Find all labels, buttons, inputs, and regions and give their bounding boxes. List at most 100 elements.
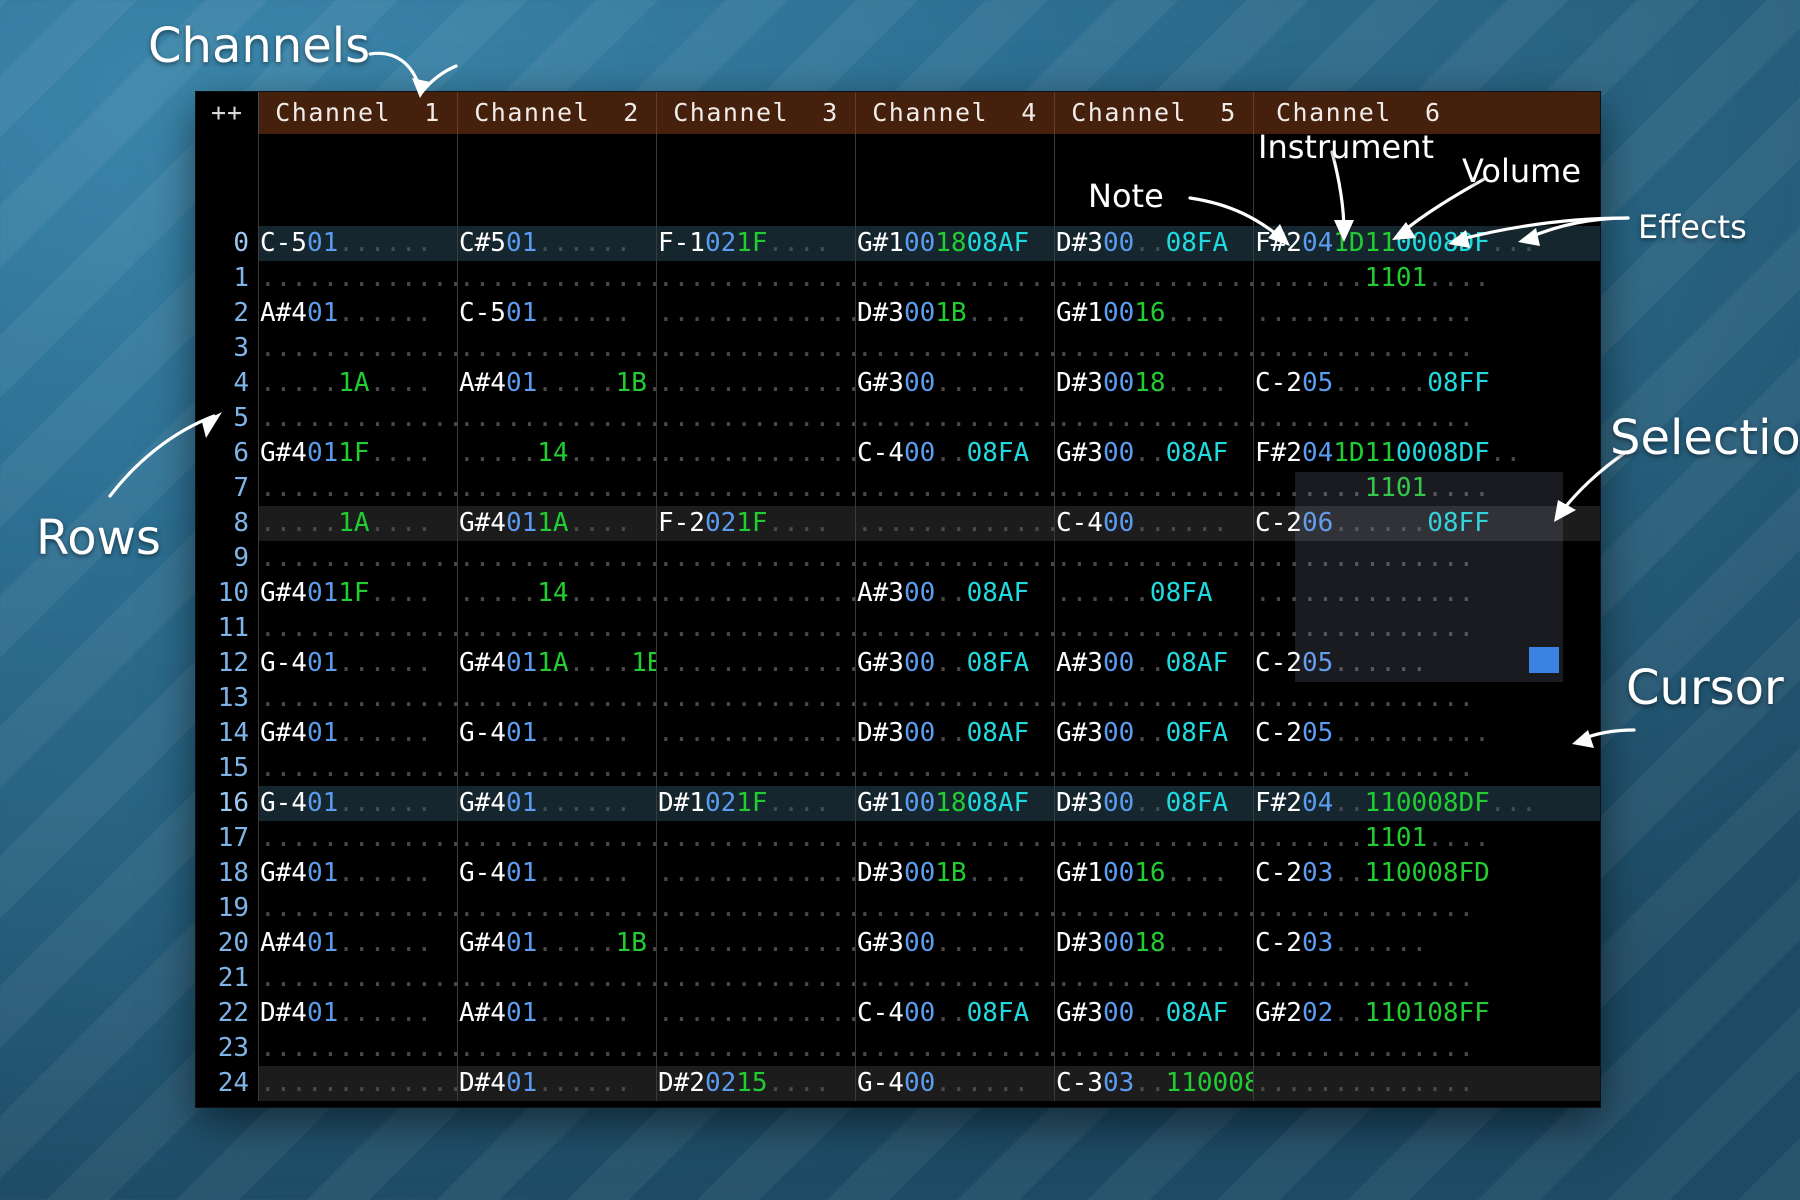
pattern-cell-ch2[interactable]: .............. [458, 821, 657, 856]
pattern-cell-ch6[interactable]: .............. [1254, 891, 1600, 926]
pattern-cell-ch6[interactable]: .............. [1254, 401, 1600, 436]
channel-header-3[interactable]: Channel 3 [657, 92, 856, 134]
pattern-cell-ch1[interactable]: D#401...... [259, 996, 458, 1031]
pattern-cell-ch6[interactable]: C-203...... [1254, 926, 1600, 961]
channel-header-2[interactable]: Channel 2 [458, 92, 657, 134]
pattern-cell-ch4[interactable]: .............. [856, 961, 1055, 996]
pattern-cell-ch4[interactable]: .............. [856, 891, 1055, 926]
pattern-cell-ch3[interactable]: .............. [657, 716, 856, 751]
pattern-cell-ch1[interactable]: .............. [259, 541, 458, 576]
pattern-cell-ch6[interactable]: .......1101.... [1254, 471, 1600, 506]
pattern-cell-ch6[interactable]: C-205......08FF [1254, 366, 1600, 401]
pattern-cell-ch4[interactable]: .............. [856, 471, 1055, 506]
pattern-cell-ch1[interactable]: .....1A.... [259, 506, 458, 541]
pattern-cell-ch4[interactable]: D#3001B.... [856, 296, 1055, 331]
pattern-cell-ch6[interactable]: .............. [1254, 1066, 1600, 1101]
pattern-cell-ch5[interactable]: D#300..08FA [1055, 786, 1254, 821]
pattern-cell-ch3[interactable]: .............. [657, 576, 856, 611]
pattern-cell-ch1[interactable]: .............. [259, 401, 458, 436]
pattern-cell-ch5[interactable]: G#10016.... [1055, 296, 1254, 331]
pattern-cell-ch3[interactable]: .............. [657, 611, 856, 646]
pattern-cell-ch3[interactable]: .............. [657, 961, 856, 996]
pattern-cell-ch3[interactable]: F-1021F.... [657, 226, 856, 261]
pattern-cell-ch4[interactable]: .............. [856, 1031, 1055, 1066]
pattern-cell-ch2[interactable]: .....14...... [458, 576, 657, 611]
pattern-cell-ch6[interactable]: .............. [1254, 751, 1600, 786]
pattern-cell-ch4[interactable]: .............. [856, 506, 1055, 541]
pattern-cell-ch4[interactable]: G#300...... [856, 366, 1055, 401]
pattern-cell-ch2[interactable]: G-401...... [458, 716, 657, 751]
pattern-cell-ch1[interactable]: .............. [259, 681, 458, 716]
pattern-cell-ch6[interactable]: .............. [1254, 576, 1600, 611]
pattern-cell-ch4[interactable]: .............. [856, 751, 1055, 786]
pattern-cell-ch5[interactable]: ......08FA [1055, 576, 1254, 611]
pattern-cell-ch5[interactable]: D#300..08FA [1055, 226, 1254, 261]
pattern-row[interactable]: 16 G-401...... G#401...... D#1021F.... G#100… [196, 786, 1600, 821]
pattern-cell-ch1[interactable]: G-401...... [259, 786, 458, 821]
pattern-row[interactable]: 3.......................................… [196, 331, 1600, 366]
pattern-cell-ch3[interactable]: .............. [657, 331, 856, 366]
pattern-cell-ch6[interactable]: .............. [1254, 296, 1600, 331]
pattern-cell-ch5[interactable]: C-400...... [1055, 506, 1254, 541]
pattern-cell-ch1[interactable]: G#4011F.... [259, 436, 458, 471]
pattern-row[interactable]: 2 A#401...... C-501.................... D#3… [196, 296, 1600, 331]
pattern-cell-ch1[interactable]: .............. [259, 821, 458, 856]
pattern-cell-ch3[interactable]: .............. [657, 436, 856, 471]
pattern-cell-ch1[interactable]: G#4011F.... [259, 576, 458, 611]
pattern-row[interactable]: 9.......................................… [196, 541, 1600, 576]
pattern-cell-ch4[interactable]: G#300...... [856, 926, 1055, 961]
pattern-cell-ch4[interactable]: D#3001B.... [856, 856, 1055, 891]
pattern-cell-ch5[interactable]: .............. [1055, 331, 1254, 366]
pattern-cell-ch5[interactable]: .............. [1055, 261, 1254, 296]
pattern-cell-ch3[interactable]: .............. [657, 471, 856, 506]
pattern-cell-ch2[interactable]: .............. [458, 891, 657, 926]
pattern-row[interactable]: 19......................................… [196, 891, 1600, 926]
pattern-cell-ch3[interactable]: .............. [657, 681, 856, 716]
pattern-cell-ch2[interactable]: .............. [458, 611, 657, 646]
pattern-cell-ch5[interactable]: D#30018.... [1055, 366, 1254, 401]
pattern-cell-ch6[interactable]: .............. [1254, 541, 1600, 576]
pattern-cell-ch3[interactable]: .............. [657, 261, 856, 296]
pattern-cell-ch4[interactable]: G#1001808AF [856, 786, 1055, 821]
pattern-cell-ch2[interactable]: .............. [458, 541, 657, 576]
pattern-cell-ch2[interactable]: .............. [458, 961, 657, 996]
pattern-cell-ch3[interactable]: .............. [657, 821, 856, 856]
pattern-cell-ch3[interactable]: D#1021F.... [657, 786, 856, 821]
pattern-cell-ch2[interactable]: .............. [458, 681, 657, 716]
pattern-cell-ch6[interactable]: .......1101.... [1254, 261, 1600, 296]
pattern-cell-ch1[interactable]: .............. [259, 751, 458, 786]
pattern-row[interactable]: 8 .....1A.... G#4011A.... F-2021F..........… [196, 506, 1600, 541]
pattern-row[interactable]: 20A#401......G#401.....1B...............… [196, 926, 1600, 961]
pattern-cell-ch3[interactable]: .............. [657, 996, 856, 1031]
pattern-cell-ch3[interactable]: .............. [657, 926, 856, 961]
pattern-row[interactable]: 10 G#4011F.... .....14....................… [196, 576, 1600, 611]
channel-header-5[interactable]: Channel 5 [1055, 92, 1254, 134]
pattern-cell-ch1[interactable]: .............. [259, 471, 458, 506]
pattern-cell-ch5[interactable]: .............. [1055, 611, 1254, 646]
pattern-cell-ch5[interactable]: .............. [1055, 401, 1254, 436]
pattern-row[interactable]: 6 G#4011F.... .....14.................... C… [196, 436, 1600, 471]
rownum-column-header[interactable]: ++ [196, 92, 259, 134]
pattern-cell-ch1[interactable]: G#401...... [259, 716, 458, 751]
pattern-cell-ch1[interactable]: .............. [259, 961, 458, 996]
pattern-row[interactable]: 12G-401......G#4011A....1B..............… [196, 646, 1600, 681]
pattern-cell-ch5[interactable]: G#300..08AF [1055, 996, 1254, 1031]
pattern-cell-ch4[interactable]: .............. [856, 331, 1055, 366]
pattern-cell-ch2[interactable]: .............. [458, 401, 657, 436]
pattern-cell-ch2[interactable]: A#401.....1B... [458, 366, 657, 401]
pattern-grid[interactable]: 0 C-501...... C#501...... F-1021F.... G#1001… [196, 226, 1600, 1101]
pattern-cell-ch3[interactable]: F-2021F.... [657, 506, 856, 541]
pattern-cell-ch3[interactable]: D#20215.... [657, 1066, 856, 1101]
pattern-cell-ch3[interactable]: .............. [657, 891, 856, 926]
pattern-cell-ch6[interactable]: .............. [1254, 331, 1600, 366]
pattern-cell-ch6[interactable]: .............. [1254, 681, 1600, 716]
pattern-row[interactable]: 15......................................… [196, 751, 1600, 786]
pattern-cell-ch3[interactable]: .............. [657, 401, 856, 436]
pattern-cell-ch3[interactable]: .............. [657, 1031, 856, 1066]
pattern-cell-ch2[interactable]: G#4011A.... [458, 506, 657, 541]
pattern-cell-ch5[interactable]: .............. [1055, 961, 1254, 996]
pattern-cell-ch4[interactable]: .............. [856, 821, 1055, 856]
pattern-cell-ch4[interactable]: C-400..08FA [856, 436, 1055, 471]
pattern-cell-ch2[interactable]: .............. [458, 1031, 657, 1066]
pattern-cell-ch4[interactable]: .............. [856, 261, 1055, 296]
